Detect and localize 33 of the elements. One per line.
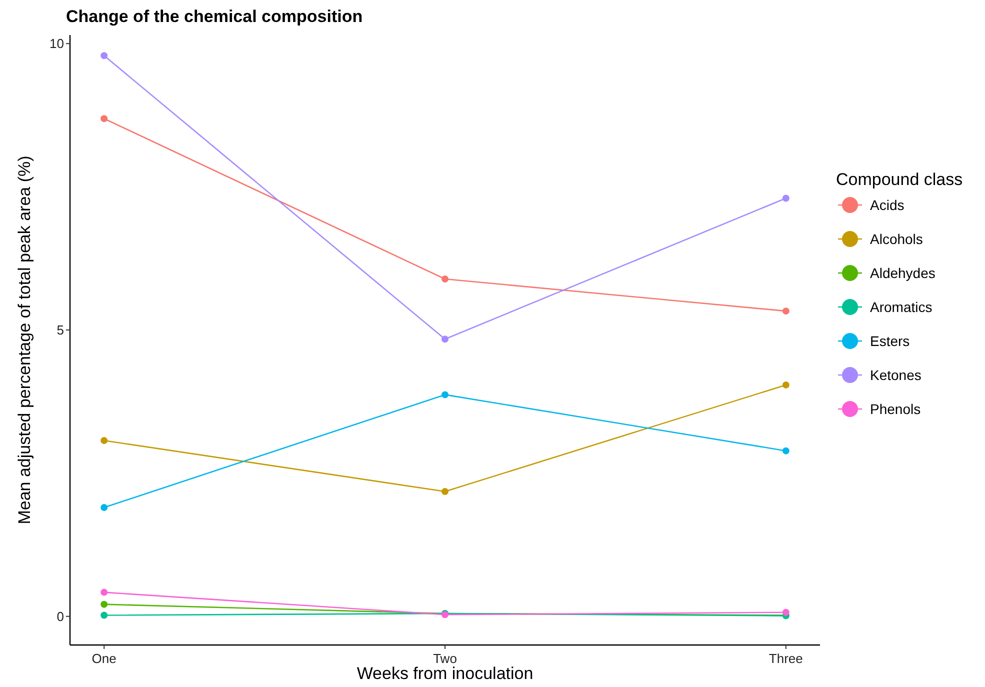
legend-label: Aromatics (870, 298, 932, 315)
legend-label: Alcohols (870, 230, 923, 247)
x-tick-label: One (92, 651, 116, 666)
legend-title: Compound class (836, 170, 963, 189)
point (782, 381, 790, 388)
x-tick-label: Two (433, 651, 457, 666)
point (100, 115, 108, 122)
y-axis-title: Mean adjusted percentage of total peak area (%) (15, 156, 34, 524)
point (100, 504, 108, 512)
point (100, 437, 108, 444)
point (782, 608, 790, 616)
point (782, 194, 790, 202)
y-tick-label: 10 (50, 36, 64, 52)
legend-label: Ketones (870, 366, 922, 383)
point (100, 600, 108, 608)
point (100, 52, 108, 60)
point (100, 612, 108, 619)
y-tick-label: 0 (56, 608, 64, 624)
point (782, 447, 790, 454)
legend-label: Phenols (870, 400, 921, 417)
legend-label: Acids (870, 196, 904, 213)
point (100, 588, 108, 596)
x-axis-title: Weeks from inoculation (356, 664, 534, 683)
legend-label: Esters (870, 332, 910, 349)
point (442, 391, 448, 398)
point (442, 488, 448, 495)
chart-title: Change of the chemical composition (66, 7, 363, 26)
point (442, 276, 448, 282)
legend-label: Aldehydes (870, 264, 936, 281)
point (442, 336, 448, 343)
y-tick-label: 5 (56, 322, 64, 338)
point (782, 308, 790, 315)
x-tick-label: Three (768, 651, 803, 666)
